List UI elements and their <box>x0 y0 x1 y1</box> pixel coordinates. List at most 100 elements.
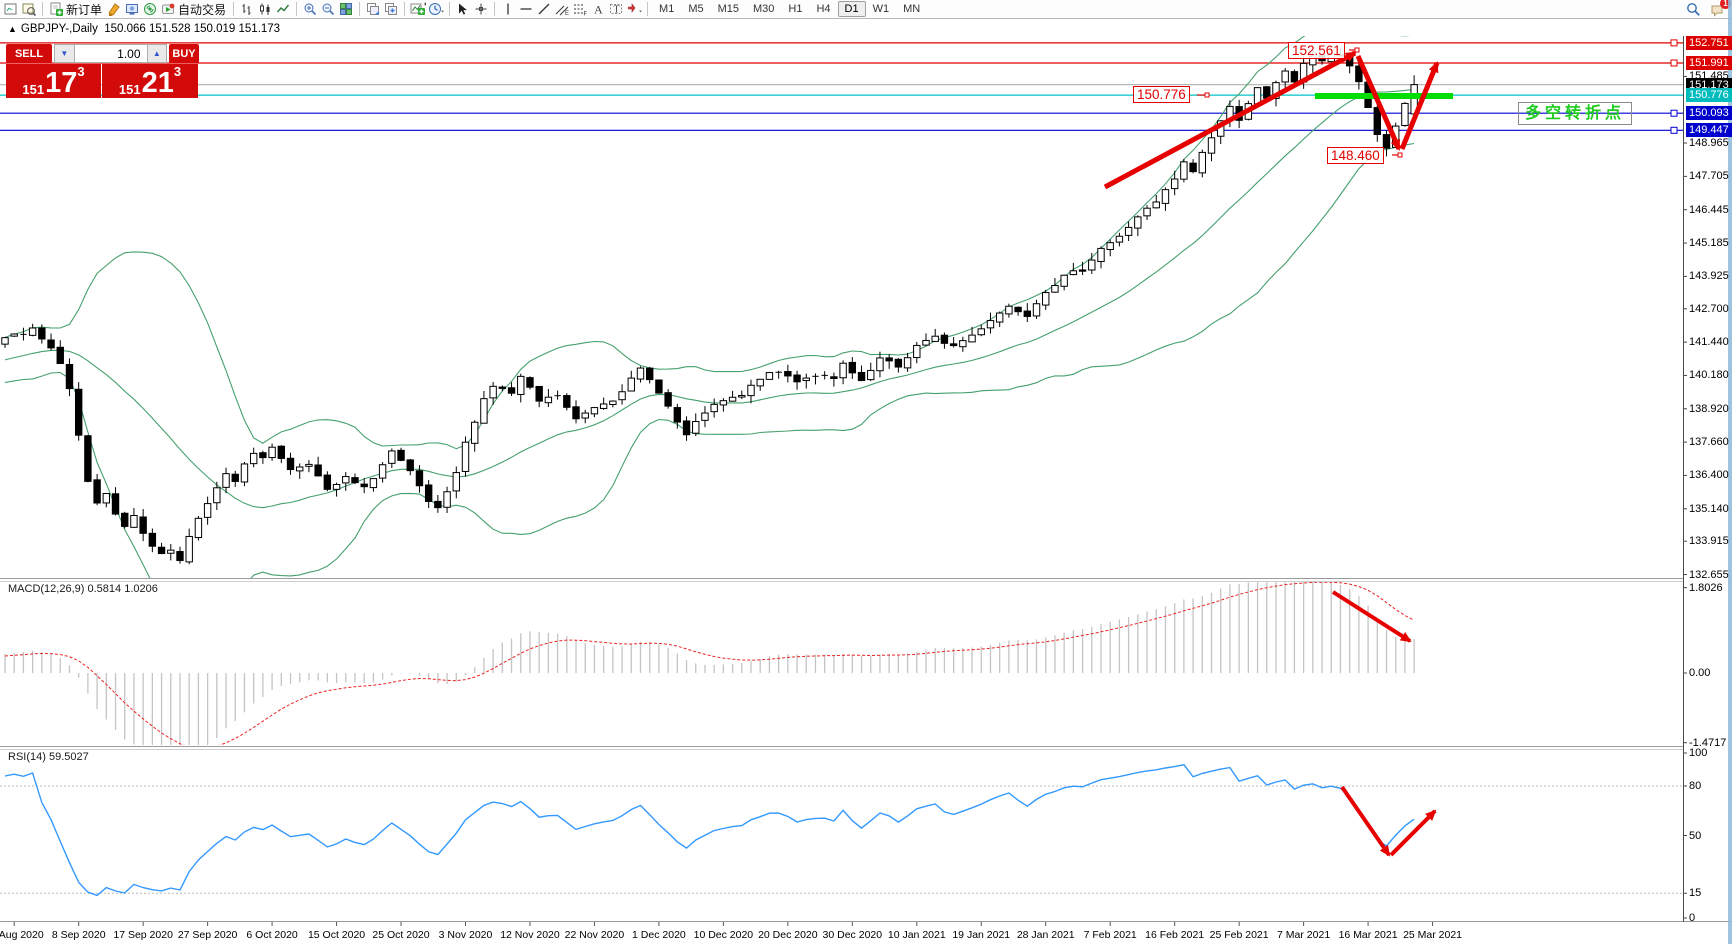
date-label: 7 Mar 2021 <box>1277 929 1331 941</box>
line-handle[interactable] <box>1670 126 1678 134</box>
collapse-icon[interactable]: ▲ <box>8 24 17 34</box>
trend-arrow-4[interactable] <box>1331 590 1412 643</box>
sell-button[interactable]: SELL <box>6 44 53 63</box>
tf-m1[interactable]: M1 <box>659 3 675 15</box>
tf-h4[interactable]: H4 <box>816 3 831 15</box>
buy-price-point: 3 <box>173 64 182 79</box>
volume-up-button[interactable]: ▲ <box>146 44 168 63</box>
date-label: 22 Nov 2020 <box>564 929 625 941</box>
tf-m30[interactable]: M30 <box>753 3 775 15</box>
rsi-pane[interactable] <box>0 763 1683 897</box>
zoom-out-icon[interactable] <box>319 1 337 18</box>
label-icon[interactable]: T <box>607 1 625 18</box>
buy-price[interactable]: 151 21 3 <box>102 64 198 98</box>
date-label: 16 Feb 2021 <box>1145 929 1205 941</box>
bar-chart-icon[interactable] <box>238 1 256 18</box>
price-tick: 135.140 <box>1689 502 1729 515</box>
window-edge <box>1728 0 1732 944</box>
bb-upper <box>4 36 1411 450</box>
add-indicator-icon[interactable] <box>409 1 427 18</box>
macd-axis-tick: 0.00 <box>1689 667 1711 679</box>
date-label: 25 Oct 2020 <box>372 929 430 941</box>
trend-arrow-1[interactable] <box>1103 50 1357 190</box>
label-anchor <box>1204 92 1210 98</box>
date-label: 12 Nov 2020 <box>500 929 560 941</box>
tf-m5[interactable]: M5 <box>688 3 704 15</box>
new-order-button[interactable]: 新订单 <box>66 2 103 17</box>
date-label: 15 Oct 2020 <box>307 929 366 941</box>
line-handle[interactable] <box>1670 59 1678 67</box>
main-pane[interactable] <box>0 21 1683 634</box>
tf-mn[interactable]: MN <box>903 3 921 15</box>
crosshair-icon[interactable] <box>472 1 490 18</box>
rsi-axis-tick: 0 <box>1689 912 1696 924</box>
new-order-icon[interactable] <box>47 1 65 18</box>
autotrade-icon[interactable] <box>159 1 177 18</box>
chart-window-icon[interactable] <box>20 1 38 18</box>
tf-w1[interactable]: W1 <box>872 3 890 15</box>
macd-pane[interactable] <box>4 579 1415 764</box>
notification-badge: 1 <box>1720 0 1731 9</box>
price-axis-line <box>1683 36 1684 922</box>
new-chart-icon[interactable] <box>2 1 20 18</box>
trendline-icon[interactable] <box>535 1 553 18</box>
candle-chart-icon[interactable] <box>256 1 274 18</box>
candles-layer[interactable] <box>1 47 1418 565</box>
line-handle[interactable] <box>1670 109 1678 117</box>
volume-input[interactable] <box>74 44 147 63</box>
low-price-label[interactable]: 148.460 <box>1327 147 1384 164</box>
date-label: 30 Dec 2020 <box>822 929 883 941</box>
vline-icon[interactable] <box>499 1 517 18</box>
cursor-icon[interactable] <box>454 1 472 18</box>
line-handle[interactable] <box>1670 39 1678 47</box>
volume-down-button[interactable]: ▼ <box>54 44 75 63</box>
support-price-label[interactable]: 150.776 <box>1133 86 1190 103</box>
sell-price[interactable]: 151 17 3 <box>6 64 101 98</box>
arrange-auto-icon[interactable] <box>382 1 400 18</box>
notifications-icon[interactable]: 1 <box>1708 0 1731 18</box>
pane-separator-rsi[interactable] <box>0 746 1683 750</box>
trend-arrow-6[interactable] <box>1389 809 1437 857</box>
tf-h1[interactable]: H1 <box>788 3 803 15</box>
svg-text:T: T <box>614 5 620 16</box>
trend-arrow-5[interactable] <box>1340 785 1391 857</box>
toolbar-separator <box>296 2 298 16</box>
arrows-icon[interactable] <box>625 1 643 18</box>
rsi-label: RSI(14) 59.5027 <box>8 751 89 763</box>
date-label: 25 Mar 2021 <box>1403 929 1463 941</box>
market-watch-icon[interactable] <box>123 1 141 18</box>
signals-icon[interactable] <box>141 1 159 18</box>
date-label: 8 Sep 2020 <box>51 929 106 941</box>
metaeditor-icon[interactable] <box>105 1 123 18</box>
pane-separator-macd[interactable] <box>0 578 1683 582</box>
toolbar-separator <box>233 2 235 16</box>
peak-price-label[interactable]: 152.561 <box>1288 42 1345 59</box>
trend-arrow-2[interactable] <box>1355 54 1402 151</box>
search-icon[interactable] <box>1684 1 1702 18</box>
fibonacci-icon[interactable]: F <box>571 1 589 18</box>
date-label: 16 Mar 2021 <box>1338 929 1398 941</box>
buy-button[interactable]: BUY <box>169 44 200 63</box>
tf-m15[interactable]: M15 <box>717 3 739 15</box>
date-label: 10 Jan 2021 <box>887 929 946 941</box>
chart-symbol: GBPJPY-,Daily <box>20 23 98 35</box>
tf-d1-selected[interactable]: D1 <box>837 1 866 17</box>
line-chart-icon[interactable] <box>274 1 292 18</box>
autotrade-button[interactable]: 自动交易 <box>178 2 227 17</box>
date-label: 28 Jan 2021 <box>1016 929 1075 941</box>
text-icon[interactable]: A <box>589 1 607 18</box>
hline-icon[interactable] <box>517 1 535 18</box>
chart-title: ▲ GBPJPY-,Daily 150.066 151.528 150.019 1… <box>8 23 280 35</box>
trend-arrow-3[interactable] <box>1399 61 1440 150</box>
cn-note-label[interactable]: 多空转折点 <box>1518 102 1632 125</box>
date-label: 19 Jan 2021 <box>952 929 1011 941</box>
svg-text:E: E <box>565 11 569 16</box>
price-chip: 152.751 <box>1686 35 1732 50</box>
tile-windows-icon[interactable] <box>337 1 355 18</box>
toolbar-separator <box>42 2 43 16</box>
zoom-in-icon[interactable] <box>301 1 319 18</box>
arrange-icon[interactable] <box>364 1 382 18</box>
channel-icon[interactable]: E <box>553 1 571 18</box>
periods-icon[interactable] <box>427 1 445 18</box>
